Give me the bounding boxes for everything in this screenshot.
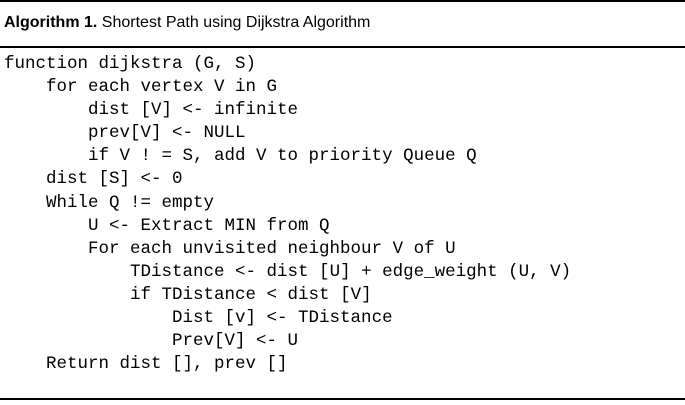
code-line: for each vertex V in G bbox=[4, 76, 571, 99]
code-indent bbox=[4, 146, 88, 166]
bottom-rule bbox=[0, 398, 685, 400]
code-indent bbox=[4, 331, 172, 351]
code-line: For each unvisited neighbour V of U bbox=[4, 238, 571, 261]
code-indent bbox=[4, 123, 88, 143]
code-line: Dist [v] <- TDistance bbox=[4, 307, 571, 330]
code-line: While Q != empty bbox=[4, 192, 571, 215]
caption-rule bbox=[0, 46, 685, 48]
code-indent bbox=[4, 308, 172, 328]
code-text: function dijkstra (G, S) bbox=[4, 54, 257, 74]
code-indent bbox=[4, 354, 46, 374]
algorithm-caption: Algorithm 1. Shortest Path using Dijkstr… bbox=[4, 13, 370, 33]
code-line: Prev[V] <- U bbox=[4, 330, 571, 353]
code-line: dist [S] <- 0 bbox=[4, 168, 571, 191]
code-line: Return dist [], prev [] bbox=[4, 353, 571, 376]
pseudocode-block: function dijkstra (G, S) for each vertex… bbox=[4, 53, 571, 376]
code-text: TDistance <- dist [U] + edge_weight (U, … bbox=[130, 261, 572, 282]
code-line: prev[V] <- NULL bbox=[4, 122, 571, 145]
code-text: prev[V] <- NULL bbox=[88, 123, 246, 144]
code-line: if V ! = S, add V to priority Queue Q bbox=[4, 145, 571, 168]
code-text: Prev[V] <- U bbox=[172, 331, 299, 352]
code-text: if TDistance < dist [V] bbox=[130, 284, 372, 305]
code-indent bbox=[4, 262, 130, 282]
code-text: dist [S] <- 0 bbox=[46, 169, 183, 190]
code-line: dist [V] <- infinite bbox=[4, 99, 571, 122]
code-line: if TDistance < dist [V] bbox=[4, 284, 571, 307]
code-indent bbox=[4, 77, 46, 97]
code-indent bbox=[4, 169, 46, 189]
code-line: function dijkstra (G, S) bbox=[4, 53, 571, 76]
code-text: For each unvisited neighbour V of U bbox=[88, 238, 456, 259]
top-rule bbox=[0, 0, 685, 2]
code-text: dist [V] <- infinite bbox=[88, 100, 299, 121]
code-text: for each vertex V in G bbox=[46, 77, 278, 98]
code-line: U <- Extract MIN from Q bbox=[4, 215, 571, 238]
code-text: if V ! = S, add V to priority Queue Q bbox=[88, 146, 477, 167]
code-indent bbox=[4, 100, 88, 120]
code-text: U <- Extract MIN from Q bbox=[88, 215, 330, 236]
algorithm-title: Shortest Path using Dijkstra Algorithm bbox=[101, 14, 371, 31]
code-indent bbox=[4, 193, 46, 213]
code-text: Dist [v] <- TDistance bbox=[172, 308, 393, 329]
algorithm-label: Algorithm 1. bbox=[4, 14, 98, 31]
code-line: TDistance <- dist [U] + edge_weight (U, … bbox=[4, 261, 571, 284]
code-indent bbox=[4, 239, 88, 259]
code-indent bbox=[4, 285, 130, 305]
code-indent bbox=[4, 216, 88, 236]
code-text: While Q != empty bbox=[46, 192, 215, 213]
code-text: Return dist [], prev [] bbox=[46, 354, 288, 375]
